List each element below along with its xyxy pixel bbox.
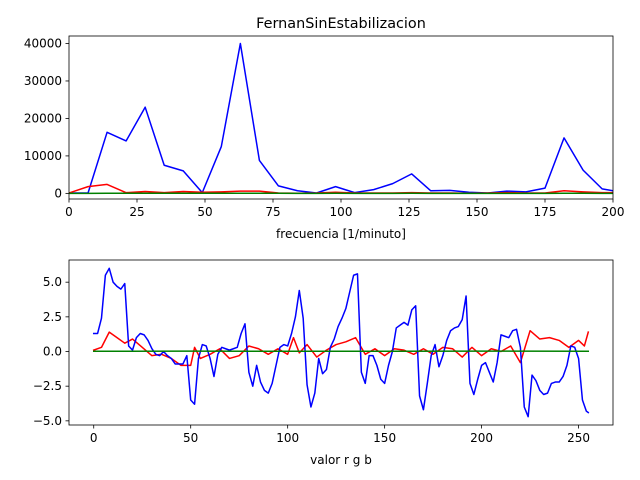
rgb-x-tick-label: 150 xyxy=(373,431,396,445)
frequency-series-line-0 xyxy=(69,42,613,194)
rgb-y-tick-label: −5.0 xyxy=(33,414,62,428)
frequency-x-tick-label: 175 xyxy=(534,205,557,219)
rgb-x-tick-label: 200 xyxy=(470,431,493,445)
rgb-x-axis: 0 50 100 150 200 250 xyxy=(90,425,590,445)
rgb-y-axis: −5.0 −2.5 0.0 2.5 5.0 xyxy=(33,275,69,428)
rgb-x-tick-label: 0 xyxy=(90,431,98,445)
rgb-x-tick-label: 100 xyxy=(276,431,299,445)
chart-title: FernanSinEstabilizacion xyxy=(256,16,426,32)
frequency-plot-frame xyxy=(68,35,614,200)
frequency-x-tick-label: 150 xyxy=(466,205,489,219)
rgb-x-axis-label: valor r g b xyxy=(310,453,372,467)
frequency-y-tick-label: 10000 xyxy=(24,149,62,163)
rgb-series-line-1 xyxy=(92,267,590,418)
frequency-chart: FernanSinEstabilizacion 0 25 50 75 100 125 150… xyxy=(24,16,625,241)
frequency-x-tick-label: 200 xyxy=(602,205,625,219)
frequency-y-tick-label: 30000 xyxy=(24,74,62,88)
rgb-x-tick-label: 50 xyxy=(183,431,198,445)
rgb-y-tick-label: 2.5 xyxy=(43,310,62,324)
frequency-x-axis: 0 25 50 75 100 125 150 175 200 xyxy=(65,199,624,219)
rgb-series-line-0 xyxy=(92,329,590,367)
rgb-series-group xyxy=(92,267,590,418)
frequency-y-tick-label: 40000 xyxy=(24,36,62,50)
rgb-x-tick-label: 250 xyxy=(567,431,590,445)
frequency-x-tick-label: 0 xyxy=(65,205,73,219)
rgb-y-tick-label: 0.0 xyxy=(43,345,62,359)
frequency-y-tick-label: 0 xyxy=(54,186,62,200)
frequency-x-axis-label: frecuencia [1/minuto] xyxy=(276,227,406,241)
frequency-series-group xyxy=(69,42,613,195)
rgb-y-tick-label: −2.5 xyxy=(33,379,62,393)
rgb-plot-frame xyxy=(68,259,614,426)
frequency-x-tick-label: 75 xyxy=(265,205,280,219)
frequency-x-tick-label: 25 xyxy=(129,205,144,219)
frequency-x-tick-label: 100 xyxy=(330,205,353,219)
frequency-y-axis: 0 10000 20000 30000 40000 xyxy=(24,36,69,200)
rgb-value-chart: 0 50 100 150 200 250 −5.0 −2.5 0.0 2.5 5.0 valor … xyxy=(33,259,614,467)
rgb-y-tick-label: 5.0 xyxy=(43,275,62,289)
frequency-y-tick-label: 20000 xyxy=(24,111,62,125)
frequency-x-tick-label: 50 xyxy=(197,205,212,219)
frequency-x-tick-label: 125 xyxy=(398,205,421,219)
